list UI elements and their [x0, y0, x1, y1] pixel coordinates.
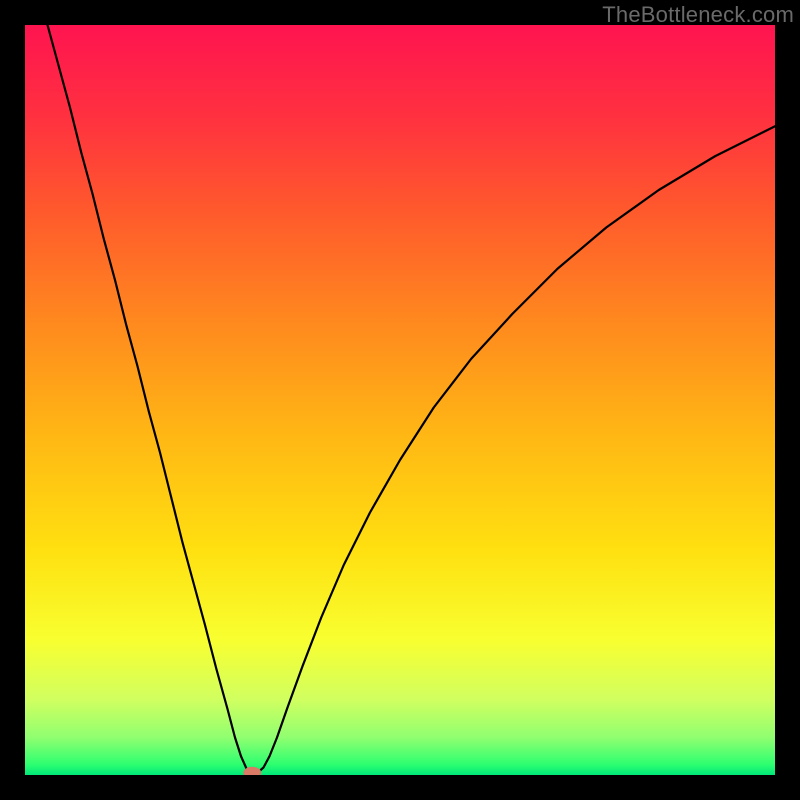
chart-frame: TheBottleneck.com	[0, 0, 800, 800]
bottleneck-curve	[25, 25, 775, 775]
plot-area	[25, 25, 775, 775]
watermark-text: TheBottleneck.com	[602, 2, 794, 28]
